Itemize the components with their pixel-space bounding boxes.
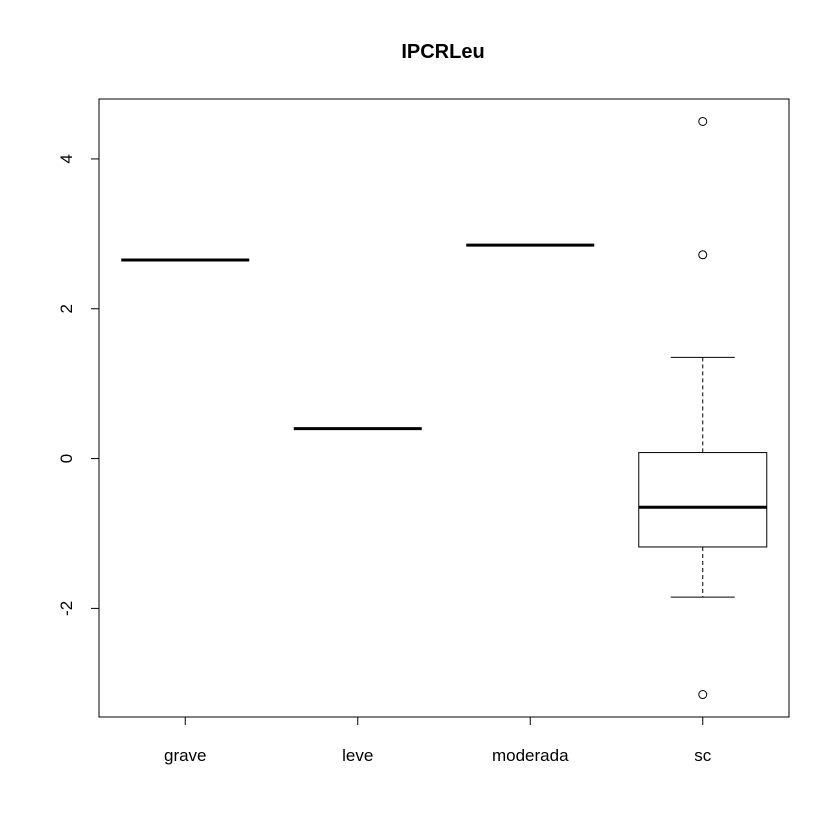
y-axis: -2 0 2 4 xyxy=(57,154,99,616)
outlier-point xyxy=(698,116,708,126)
boxes xyxy=(121,116,768,700)
box-sc xyxy=(638,116,768,700)
x-axis: grave leve moderada sc xyxy=(164,717,712,765)
y-tick-label: 2 xyxy=(57,304,76,313)
plot-frame xyxy=(98,98,790,718)
box-iqr xyxy=(638,452,768,548)
y-tick-label: 0 xyxy=(57,454,76,463)
y-tick-label: 4 xyxy=(57,154,76,163)
x-tick-label: leve xyxy=(342,746,373,765)
outlier-point xyxy=(698,250,708,260)
x-tick-label: grave xyxy=(164,746,207,765)
outlier-point xyxy=(698,690,708,700)
x-tick-label: moderada xyxy=(492,746,569,765)
x-tick-label: sc xyxy=(694,746,712,765)
chart-title: IPCRLeu xyxy=(401,41,484,63)
y-tick-label: -2 xyxy=(57,601,76,616)
